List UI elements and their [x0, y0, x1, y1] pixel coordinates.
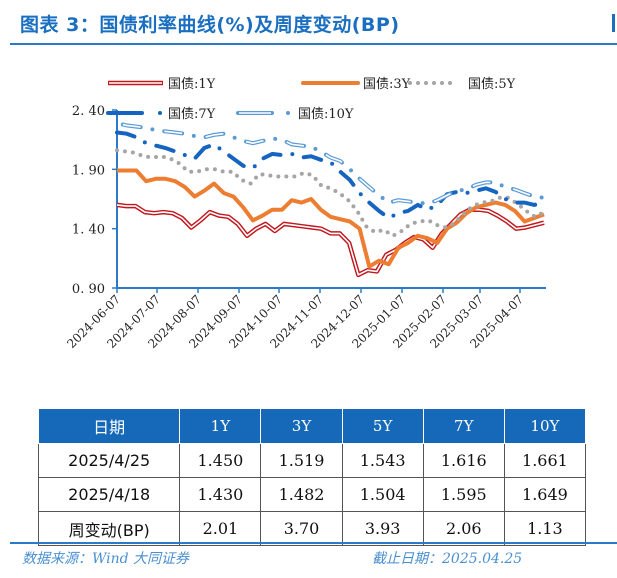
- header-10y: 10Y: [503, 408, 587, 444]
- cell-value: 1.649: [503, 477, 587, 512]
- svg-text:国债:10Y: 国债:10Y: [298, 107, 354, 122]
- y-tick-label: 2. 40: [72, 104, 105, 119]
- header-date: 日期: [37, 408, 181, 444]
- cell-value: 1.13: [503, 511, 587, 546]
- cell-value: 1.661: [503, 443, 587, 478]
- y-tick-label: 0. 90: [72, 282, 105, 297]
- header-7y: 7Y: [422, 408, 505, 444]
- svg-text:国债:3Y: 国债:3Y: [363, 77, 411, 92]
- series-3y: [117, 168, 545, 269]
- legend-item-1y: 国债:1Y: [108, 77, 216, 92]
- cell-value: 1.616: [422, 443, 505, 478]
- series-lines: [115, 121, 546, 278]
- footer-divider: [10, 542, 617, 544]
- cell-value: 2.06: [422, 511, 505, 546]
- table-row: 2025/4/25 1.450 1.519 1.543 1.616 1.661: [37, 443, 587, 478]
- svg-text:国债:1Y: 国债:1Y: [168, 77, 216, 92]
- svg-text:国债:7Y: 国债:7Y: [168, 107, 216, 122]
- cell-value: 1.504: [341, 477, 424, 512]
- cell-value: 3.70: [260, 511, 343, 546]
- header-1y: 1Y: [179, 408, 262, 444]
- page-title: 图表 3：国债利率曲线(%)及周度变动(BP): [20, 14, 400, 36]
- yield-curve-chart: 2. 40 1. 90 1. 40 0. 90 2024-06-072024-07-0…: [64, 77, 546, 351]
- cell-value: 2.01: [179, 511, 262, 546]
- y-tick-label: 1. 90: [72, 163, 105, 178]
- cell-value: 1.450: [179, 443, 262, 478]
- legend-item-7y: 国债:7Y: [106, 107, 216, 122]
- header-3y: 3Y: [260, 408, 343, 444]
- legend-item-10y: 国债:10Y: [236, 107, 354, 122]
- cell-label: 周变动(BP): [37, 511, 181, 546]
- table-row: 周变动(BP) 2.01 3.70 3.93 2.06 1.13: [37, 511, 587, 546]
- source-note: 数据来源：Wind 大同证券: [22, 551, 190, 567]
- cell-date: 2025/4/25: [37, 443, 181, 478]
- cell-value: 1.519: [260, 443, 343, 478]
- cell-value: 1.482: [260, 477, 343, 512]
- title-divider: [10, 43, 617, 45]
- table-row: 2025/4/18 1.430 1.482 1.504 1.595 1.649: [37, 477, 587, 512]
- legend-item-3y: 国债:3Y: [301, 77, 411, 92]
- cell-value: 1.595: [422, 477, 505, 512]
- chart-legend: 国债:1Y 国债:3Y 国债:5Y 国债:7Y 国债:10Y: [106, 77, 516, 122]
- cell-value: 1.430: [179, 477, 262, 512]
- legend-item-5y: 国债:5Y: [408, 77, 516, 92]
- y-tick-label: 1. 40: [72, 223, 105, 238]
- yield-table: 日期 1Y 3Y 5Y 7Y 10Y 2025/4/25 1.450 1.519…: [37, 408, 587, 546]
- table-header-row: 日期 1Y 3Y 5Y 7Y 10Y: [37, 408, 587, 444]
- svg-text:国债:5Y: 国债:5Y: [468, 77, 516, 92]
- cell-value: 1.543: [341, 443, 424, 478]
- x-axis-ticks: 2024-06-072024-07-072024-08-072024-09-07…: [64, 288, 526, 351]
- cell-date: 2025/4/18: [37, 477, 181, 512]
- title-marker: [612, 14, 615, 32]
- cutoff-date: 截止日期：2025.04.25: [372, 551, 523, 567]
- cell-value: 3.93: [341, 511, 424, 546]
- header-5y: 5Y: [341, 408, 424, 444]
- y-axis-ticks: 2. 40 1. 90 1. 40 0. 90: [72, 104, 117, 297]
